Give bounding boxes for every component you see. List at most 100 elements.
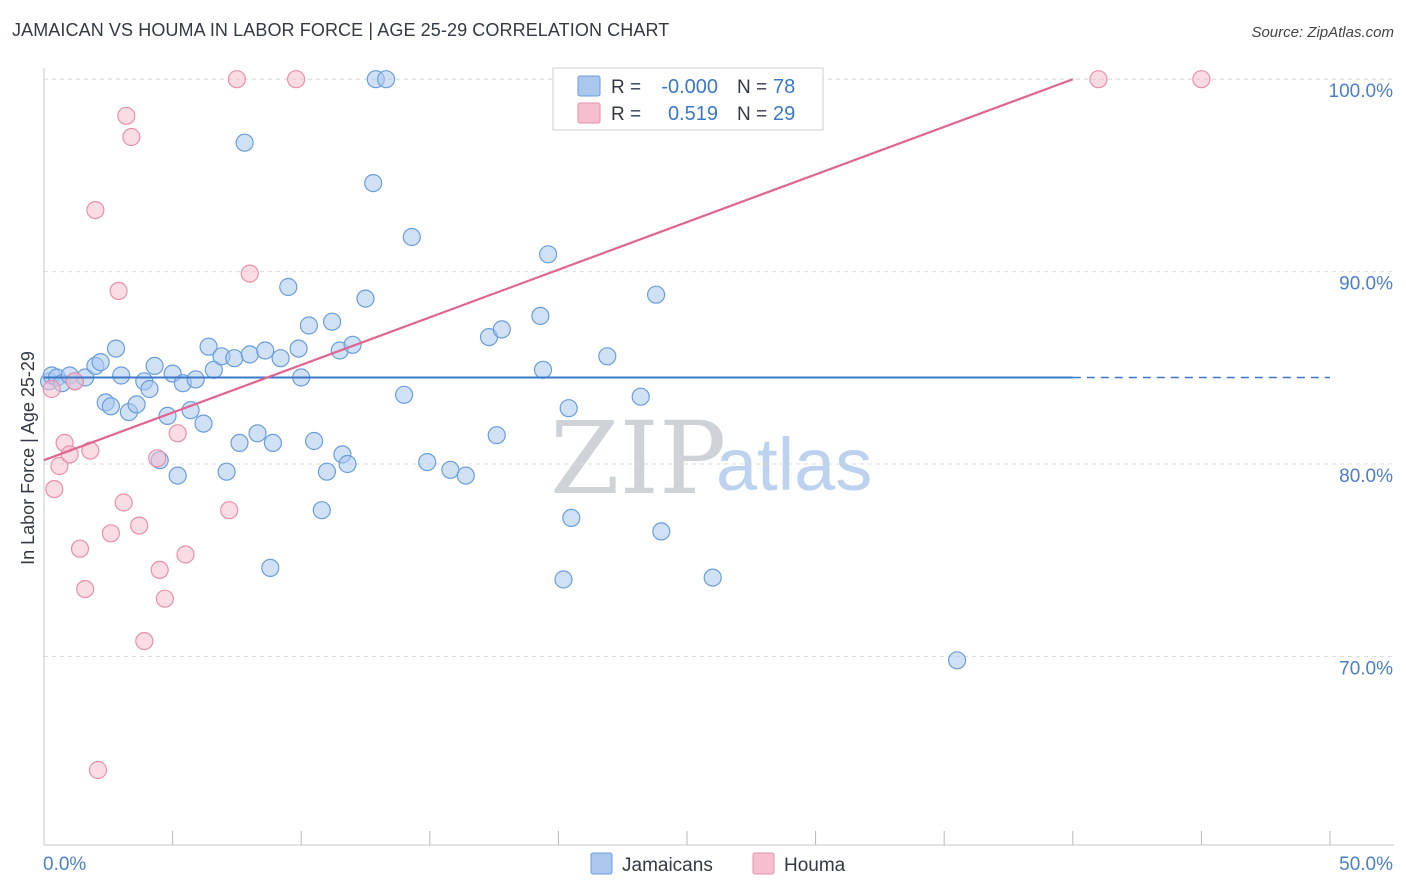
jamaican-point xyxy=(240,345,259,364)
jamaican-point xyxy=(235,133,254,152)
jamaican-point xyxy=(248,424,267,443)
x-axis-tick-labels: 0.0% 50.0% xyxy=(43,854,1393,875)
jamaican-point xyxy=(562,508,581,528)
jamaican-point xyxy=(112,366,131,385)
correlation-legend: R = -0.000 N = 78 R = 0.519 N = 29 xyxy=(552,67,824,131)
jamaican-point xyxy=(531,306,550,325)
jamaican-point xyxy=(317,462,336,481)
houma-point xyxy=(117,106,136,125)
legend-r-value-jamaicans: -0.000 xyxy=(661,76,718,98)
jamaican-point xyxy=(487,426,506,445)
series-legend-swatch-jamaicans xyxy=(590,852,613,875)
houma-point xyxy=(50,456,69,476)
houma-point xyxy=(109,281,128,300)
houma-point xyxy=(130,516,149,535)
houma-point xyxy=(176,545,195,564)
watermark-atlas: atlas xyxy=(716,423,872,506)
jamaican-point xyxy=(279,277,298,297)
y-axis-tick-labels: 100.0% 90.0% 80.0% 70.0% xyxy=(1329,81,1394,679)
jamaican-point xyxy=(299,316,318,335)
jamaican-point xyxy=(158,406,177,425)
trend-lines xyxy=(43,78,1330,462)
houma-trend-line xyxy=(43,78,1074,462)
jamaican-point xyxy=(186,370,205,389)
chart-title: JAMAICAN VS HOUMA IN LABOR FORCE | AGE 2… xyxy=(12,20,670,40)
houma-point xyxy=(287,70,306,89)
jamaican-point xyxy=(145,356,164,375)
y-tick-label: 80.0% xyxy=(1339,466,1393,487)
legend-r-label-jamaicans: R = xyxy=(611,77,641,98)
jamaican-point xyxy=(538,245,558,264)
houma-point xyxy=(122,127,141,147)
jamaican-point xyxy=(106,339,126,358)
houma-point xyxy=(65,372,85,391)
jamaican-point xyxy=(703,568,722,587)
houma-point xyxy=(155,589,174,608)
jamaican-point xyxy=(356,289,375,308)
y-tick-label: 90.0% xyxy=(1339,274,1393,295)
jamaican-point xyxy=(261,558,280,578)
jamaican-point xyxy=(127,395,146,414)
jamaican-point xyxy=(289,339,308,358)
jamaican-point xyxy=(402,227,421,247)
y-axis-title: In Labor Force | Age 25-29 xyxy=(18,351,38,565)
jamaican-point xyxy=(598,347,617,366)
legend-swatch-jamaicans xyxy=(577,75,601,97)
jamaican-point xyxy=(230,433,249,452)
houma-point xyxy=(240,264,259,283)
jamaican-point xyxy=(199,337,218,356)
series-legend-swatch-houma xyxy=(752,852,775,875)
jamaican-point xyxy=(263,433,282,452)
jamaican-point xyxy=(395,385,414,404)
houma-point xyxy=(1192,70,1211,89)
houma-point xyxy=(88,760,108,780)
houma-point xyxy=(114,493,133,512)
y-tick-label: 100.0% xyxy=(1329,81,1394,102)
jamaican-point xyxy=(533,360,553,379)
x-tick-label: 0.0% xyxy=(43,854,86,875)
jamaican-point xyxy=(441,460,460,479)
series-legend-label-houma: Houma xyxy=(784,855,846,876)
houma-points xyxy=(42,70,1211,780)
jamaican-point xyxy=(364,174,383,193)
legend-n-value-jamaicans: 78 xyxy=(773,76,795,98)
jamaican-point xyxy=(559,399,578,418)
houma-point xyxy=(220,501,239,520)
axes xyxy=(43,68,1394,846)
legend-r-label-houma: R = xyxy=(611,104,641,125)
jamaican-point xyxy=(256,341,275,360)
jamaican-point xyxy=(652,522,671,541)
jamaican-point xyxy=(168,466,187,485)
houma-point xyxy=(42,379,61,399)
jamaican-point xyxy=(323,312,342,331)
legend-n-value-houma: 29 xyxy=(773,103,795,125)
houma-point xyxy=(148,449,167,468)
legend-n-label-jamaicans: N = xyxy=(737,77,767,98)
jamaican-point xyxy=(91,353,110,372)
legend-swatch-houma xyxy=(577,102,601,124)
source-credit: Source: ZipAtlas.com xyxy=(1251,24,1394,41)
jamaican-point xyxy=(217,462,236,481)
jamaican-point xyxy=(947,651,967,670)
jamaican-point xyxy=(271,349,290,368)
jamaican-point xyxy=(338,454,357,474)
legend-n-label-houma: N = xyxy=(737,104,767,125)
houma-point xyxy=(135,631,154,651)
jamaican-point xyxy=(312,501,331,520)
gridlines xyxy=(44,78,1394,657)
legend-r-value-houma: 0.519 xyxy=(668,103,718,125)
houma-point xyxy=(168,424,187,443)
jamaican-point xyxy=(631,387,650,406)
series-legend: Jamaicans Houma xyxy=(590,852,846,876)
x-tick-label: 50.0% xyxy=(1339,854,1393,875)
jamaican-point xyxy=(492,320,511,339)
x-axis-ticks xyxy=(172,831,1331,845)
houma-point xyxy=(70,539,90,558)
houma-point xyxy=(227,70,246,89)
jamaican-point xyxy=(140,379,159,399)
jamaican-point xyxy=(456,466,475,485)
houma-point xyxy=(76,579,95,599)
series-legend-label-jamaicans: Jamaicans xyxy=(622,855,713,876)
jamaican-point xyxy=(418,453,437,472)
